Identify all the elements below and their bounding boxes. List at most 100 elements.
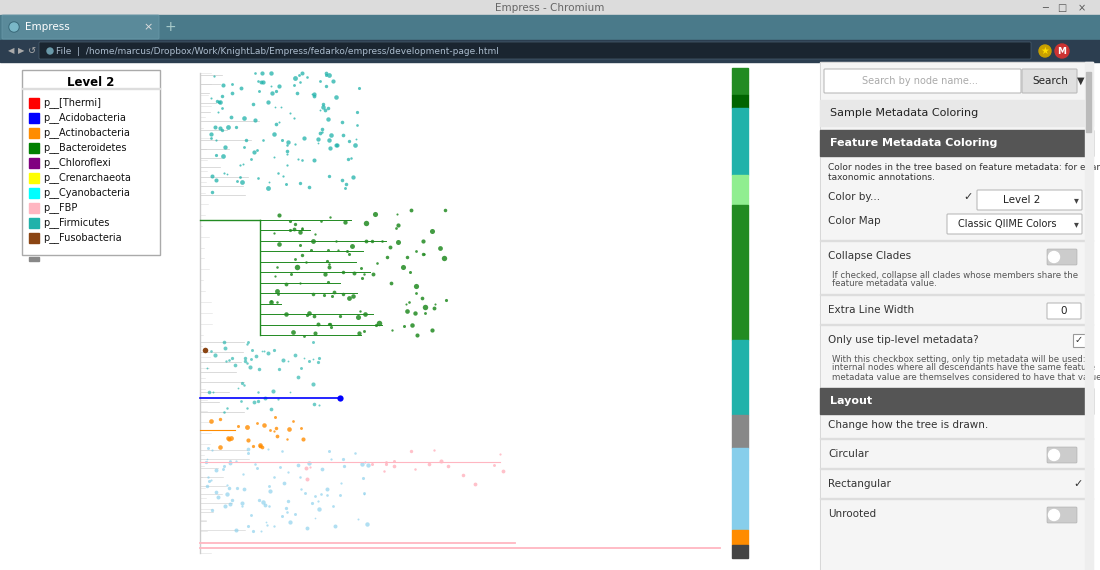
Text: p__FBP: p__FBP — [43, 202, 77, 213]
Text: Color nodes in the tree based on feature metadata: for example,: Color nodes in the tree based on feature… — [828, 162, 1100, 172]
Bar — [820, 324, 1093, 325]
Circle shape — [1048, 510, 1059, 520]
Text: ▼: ▼ — [1077, 76, 1085, 86]
Circle shape — [10, 23, 18, 31]
FancyBboxPatch shape — [977, 190, 1082, 210]
Bar — [29, 158, 38, 168]
Text: With this checkbox setting, only tip metadata will be used:: With this checkbox setting, only tip met… — [832, 355, 1086, 364]
Text: Collapse Clades: Collapse Clades — [828, 251, 911, 261]
FancyBboxPatch shape — [1022, 69, 1077, 93]
Text: Color by...: Color by... — [828, 192, 880, 202]
Bar — [732, 448, 748, 470]
Bar — [1086, 72, 1091, 132]
FancyBboxPatch shape — [947, 214, 1082, 234]
Bar — [732, 530, 748, 545]
Text: p__Fusobacteria: p__Fusobacteria — [43, 233, 122, 243]
Bar — [1085, 62, 1093, 570]
Bar — [29, 98, 38, 108]
Text: taxonomic annotations.: taxonomic annotations. — [828, 173, 935, 181]
Bar — [29, 218, 38, 228]
Text: ★: ★ — [1041, 46, 1049, 56]
Text: ✓: ✓ — [1075, 335, 1084, 345]
Text: feature metadata value.: feature metadata value. — [832, 279, 937, 288]
Bar — [0, 62, 1100, 570]
Text: +: + — [164, 20, 176, 34]
Text: p__Acidobacteria: p__Acidobacteria — [43, 112, 125, 124]
Text: ×: × — [1078, 3, 1086, 13]
Text: If checked, collapse all clades whose members share the: If checked, collapse all clades whose me… — [832, 271, 1078, 279]
Bar — [732, 175, 748, 198]
Text: Feature Metadata Coloring: Feature Metadata Coloring — [830, 138, 998, 148]
Text: Extra Line Width: Extra Line Width — [828, 305, 914, 315]
Bar — [820, 240, 1093, 241]
Text: p__Firmicutes: p__Firmicutes — [43, 218, 109, 229]
Bar — [29, 113, 38, 123]
Bar — [820, 130, 1093, 156]
Circle shape — [1055, 44, 1069, 58]
FancyBboxPatch shape — [2, 15, 159, 39]
FancyBboxPatch shape — [1072, 334, 1086, 347]
Bar — [29, 203, 38, 213]
Text: Search: Search — [1032, 76, 1068, 86]
Text: ×: × — [143, 22, 153, 32]
Bar — [732, 415, 748, 448]
Bar — [0, 0, 1100, 15]
Text: □: □ — [1057, 3, 1067, 13]
Bar — [29, 257, 38, 261]
Bar — [820, 388, 1093, 414]
Text: Layout: Layout — [830, 396, 872, 406]
Bar — [29, 188, 38, 198]
Bar — [732, 205, 748, 340]
Text: p__[Thermi]: p__[Thermi] — [43, 97, 101, 108]
Text: p__Chloroflexi: p__Chloroflexi — [43, 157, 111, 169]
Text: p__Crenarchaeota: p__Crenarchaeota — [43, 173, 131, 184]
Circle shape — [9, 22, 19, 32]
Bar — [732, 82, 748, 95]
FancyBboxPatch shape — [1047, 447, 1077, 463]
Bar — [22, 88, 159, 89]
Bar — [820, 294, 1093, 295]
Text: ✓: ✓ — [964, 192, 972, 202]
Text: ▾: ▾ — [1074, 195, 1078, 205]
Bar — [820, 498, 1093, 499]
Text: p__Bacteroidetes: p__Bacteroidetes — [43, 142, 126, 153]
Text: Change how the tree is drawn.: Change how the tree is drawn. — [828, 420, 988, 430]
FancyBboxPatch shape — [1047, 249, 1077, 265]
Bar — [732, 470, 748, 530]
Bar — [0, 40, 1100, 62]
Text: Search by node name...: Search by node name... — [862, 76, 978, 86]
Bar — [732, 108, 748, 175]
Bar — [732, 95, 748, 108]
Text: Only use tip-level metadata?: Only use tip-level metadata? — [828, 335, 979, 345]
Circle shape — [47, 48, 53, 54]
Text: File  |  /home/marcus/Dropbox/Work/KnightLab/Empress/fedarko/empress/development: File | /home/marcus/Dropbox/Work/KnightL… — [56, 47, 499, 55]
Bar — [732, 68, 748, 82]
Text: Circular: Circular — [828, 449, 869, 459]
Bar — [732, 198, 748, 205]
FancyBboxPatch shape — [1047, 303, 1081, 319]
Text: ✓: ✓ — [1074, 479, 1082, 489]
Text: internal nodes where all descendants have the same feature: internal nodes where all descendants hav… — [832, 364, 1096, 373]
FancyBboxPatch shape — [39, 42, 1031, 59]
Circle shape — [1040, 45, 1050, 57]
Text: Empress - Chromium: Empress - Chromium — [495, 3, 605, 13]
Bar — [820, 438, 1093, 439]
Text: Classic QIIME Colors: Classic QIIME Colors — [958, 219, 1056, 229]
Text: Sample Metadata Coloring: Sample Metadata Coloring — [830, 108, 978, 118]
Text: Empress: Empress — [25, 22, 69, 32]
Text: Rectangular: Rectangular — [828, 479, 891, 489]
Text: ◀: ◀ — [8, 47, 14, 55]
Bar — [820, 468, 1093, 469]
Bar — [29, 143, 38, 153]
FancyBboxPatch shape — [22, 70, 159, 255]
Text: ▾: ▾ — [1074, 219, 1078, 229]
Text: 0: 0 — [1060, 306, 1067, 316]
Bar — [820, 100, 1093, 126]
Circle shape — [1048, 450, 1059, 461]
Bar — [29, 233, 38, 243]
Text: Color Map: Color Map — [828, 216, 881, 226]
Text: M: M — [1057, 47, 1067, 55]
Bar — [732, 545, 748, 558]
Circle shape — [1048, 251, 1059, 263]
Bar — [29, 173, 38, 183]
